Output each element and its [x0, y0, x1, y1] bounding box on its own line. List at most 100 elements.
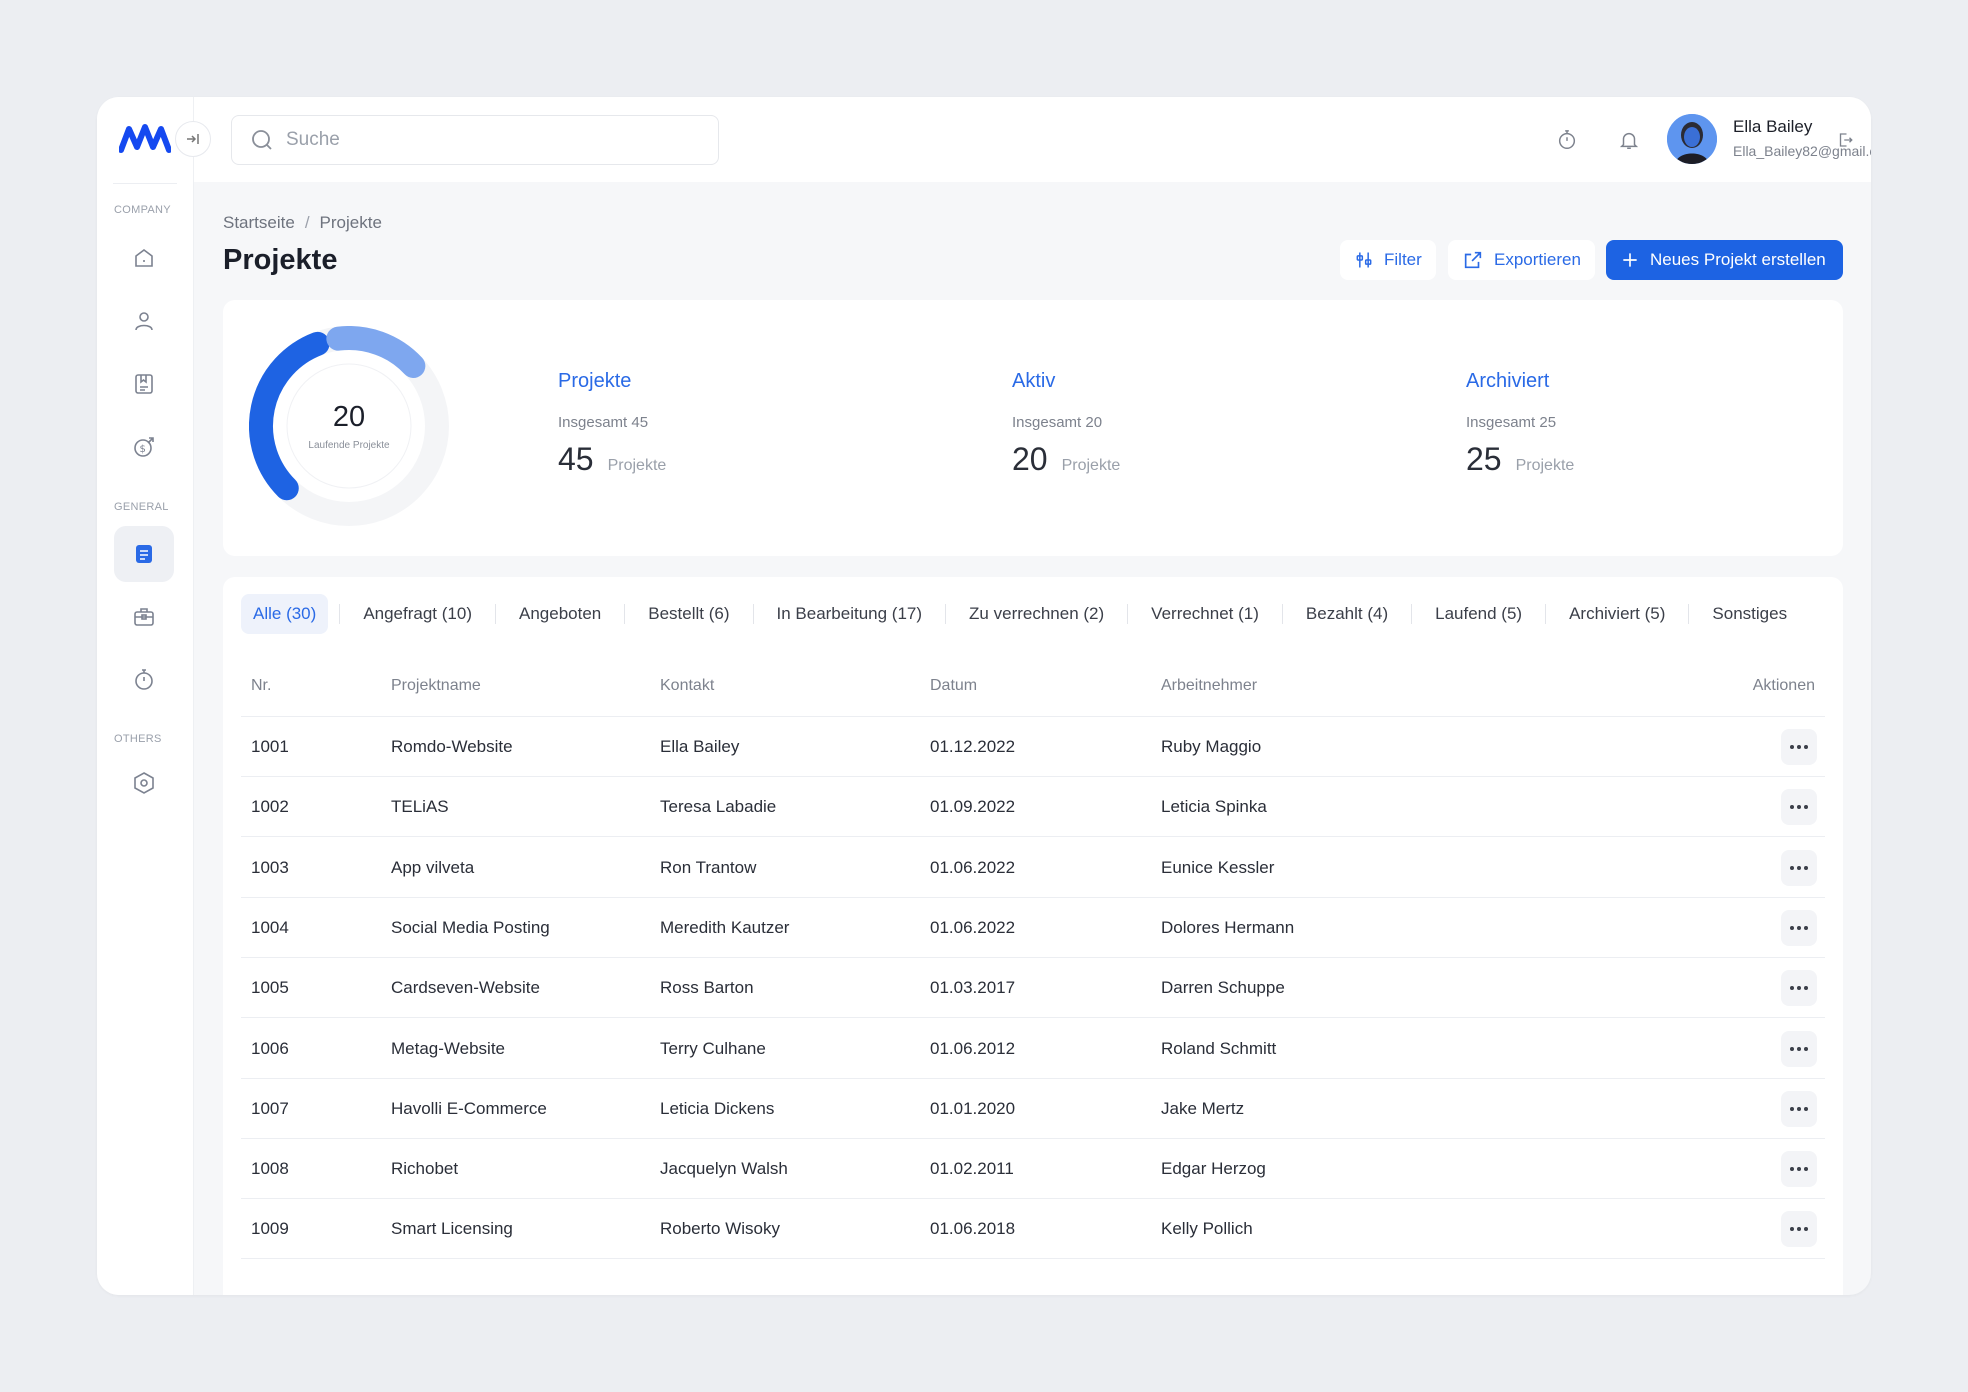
table-row[interactable]: 1002 TELiAS Teresa Labadie 01.09.2022 Letici…	[241, 777, 1825, 838]
sidebar-item-projects[interactable]	[114, 526, 174, 582]
row-actions-button[interactable]	[1781, 729, 1817, 765]
column-header-actions: Aktionen	[1752, 677, 1815, 694]
column-header-nr[interactable]: Nr.	[251, 677, 272, 694]
column-header-employee[interactable]: Arbeitnehmer	[1161, 677, 1258, 694]
column-header-contact[interactable]: Kontakt	[660, 677, 715, 694]
donut-chart	[249, 326, 449, 526]
cell-date: 01.09.2022	[930, 797, 1016, 817]
table-row[interactable]: 1007 Havolli E-Commerce Leticia Dickens 01.…	[241, 1079, 1825, 1139]
stat-title[interactable]: Aktiv	[1012, 370, 1056, 392]
tab-all[interactable]: Alle (30)	[241, 594, 329, 634]
tab-separator	[752, 604, 754, 624]
timer-button[interactable]	[1552, 125, 1582, 155]
sidebar-section-general: GENERAL	[114, 501, 169, 513]
stat-title[interactable]: Archiviert	[1466, 370, 1550, 392]
row-actions-button[interactable]	[1781, 1090, 1817, 1127]
cell-project-name: Metag-Website	[391, 1038, 506, 1058]
sidebar-item-jobs[interactable]	[114, 589, 174, 645]
stat-subtitle: Insgesamt 20	[1012, 414, 1103, 431]
tab-status[interactable]: Verrechnet (1)	[1151, 604, 1259, 623]
sidebar-item-home[interactable]	[114, 230, 174, 286]
new-project-button[interactable]: Neues Projekt erstellen	[1606, 240, 1843, 280]
table-row[interactable]: 1001 Romdo-Website Ella Bailey 01.12.2022 Ru…	[241, 717, 1825, 777]
tab-status[interactable]: Sonstiges	[1712, 604, 1788, 623]
filter-button[interactable]: Filter	[1340, 240, 1436, 280]
collapse-sidebar-button[interactable]	[175, 121, 211, 157]
stat-unit: Projekte	[1515, 457, 1575, 474]
cell-employee: Kelly Pollich	[1161, 1219, 1253, 1239]
donut-arc-running	[249, 331, 330, 501]
row-actions-button[interactable]	[1781, 1211, 1817, 1248]
status-tabs: Alle (30) Angefragt (10) Angeboten Bestellt…	[241, 593, 1825, 635]
cell-date: 01.01.2020	[930, 1098, 1016, 1118]
row-actions-button[interactable]	[1781, 849, 1817, 886]
stat-value: 45	[558, 441, 594, 477]
sidebar-item-time[interactable]	[114, 652, 174, 708]
cell-nr: 1006	[251, 1038, 289, 1058]
cell-nr: 1009	[251, 1219, 289, 1239]
cell-project-name: Havolli E-Commerce	[391, 1098, 547, 1118]
table-row[interactable]: 1006 Metag-Website Terry Culhane 01.06.2012…	[241, 1019, 1825, 1079]
sidebar-item-finance[interactable]: $	[114, 419, 174, 475]
tab-status[interactable]: Angefragt (10)	[363, 604, 472, 623]
logout-icon	[1839, 133, 1853, 147]
bookmark-icon	[135, 374, 153, 394]
row-actions-button[interactable]	[1781, 1151, 1817, 1188]
user-email: Ella_Bailey82@gmail.com	[1733, 143, 1871, 159]
cell-contact: Roberto Wisoky	[660, 1219, 780, 1239]
row-actions-button[interactable]	[1781, 970, 1817, 1007]
table-row[interactable]: 1008 Richobet Jacquelyn Walsh 01.02.2011 Edg…	[241, 1139, 1825, 1200]
avatar[interactable]	[1667, 114, 1717, 164]
logout-button[interactable]	[1830, 125, 1860, 155]
cell-date: 01.06.2022	[930, 857, 1016, 877]
cell-nr: 1007	[251, 1098, 289, 1118]
tab-status[interactable]: Bezahlt (4)	[1305, 604, 1389, 623]
table-header: Nr. Projektname Kontakt Datum Arbeitnehm…	[241, 655, 1825, 717]
stat-subtitle: Insgesamt 25	[1466, 414, 1557, 431]
logo	[119, 124, 171, 153]
sidebar-item-settings[interactable]	[114, 755, 174, 811]
tab-status[interactable]: In Bearbeitung (17)	[776, 604, 923, 623]
sidebar-item-contacts[interactable]	[114, 293, 174, 349]
column-header-project-name[interactable]: Projektname	[391, 677, 481, 694]
tab-separator	[945, 604, 947, 624]
new-project-label: Neues Projekt erstellen	[1650, 250, 1826, 269]
tab-separator	[1545, 604, 1547, 624]
sidebar: COMPANY $ GENERAL OTHERS	[97, 97, 194, 1295]
cell-project-name: Romdo-Website	[391, 737, 513, 756]
sidebar-section-others: OTHERS	[114, 733, 162, 745]
tab-status[interactable]: Zu verrechnen (2)	[969, 604, 1105, 623]
user-icon	[135, 312, 153, 331]
topbar: Suche Ella Bailey Ella_Bailey82@gmail.co…	[194, 97, 1871, 182]
row-actions-button[interactable]	[1781, 909, 1817, 946]
stat-title[interactable]: Projekte	[558, 370, 632, 392]
tab-status[interactable]: Angeboten	[519, 604, 602, 623]
cell-project-name: Social Media Posting	[391, 917, 550, 937]
column-header-date[interactable]: Datum	[930, 677, 978, 694]
table-row[interactable]: 1003 App vilveta Ron Trantow 01.06.2022 Euni…	[241, 838, 1825, 898]
row-actions-button[interactable]	[1781, 1030, 1817, 1067]
projects-icon	[136, 545, 152, 563]
tab-separator	[495, 604, 496, 624]
collapse-icon	[187, 134, 199, 144]
export-button[interactable]: Exportieren	[1448, 240, 1595, 280]
sidebar-item-documents[interactable]	[114, 356, 174, 412]
search-input[interactable]: Suche	[231, 115, 719, 165]
cell-employee: Dolores Hermann	[1161, 917, 1295, 937]
tab-status[interactable]: Archiviert (5)	[1569, 604, 1666, 623]
donut-value: 20	[332, 401, 366, 433]
tab-status[interactable]: Bestellt (6)	[648, 604, 730, 623]
more-icon	[1790, 745, 1808, 749]
table-row[interactable]: 1005 Cardseven-Website Ross Barton 01.03.20…	[241, 958, 1825, 1019]
sidebar-section-company: COMPANY	[114, 204, 171, 216]
cell-project-name: Smart Licensing	[391, 1219, 513, 1239]
tab-separator	[1127, 604, 1129, 624]
row-actions-button[interactable]	[1781, 789, 1817, 826]
breadcrumb-home[interactable]: Startseite	[223, 213, 295, 232]
notifications-button[interactable]	[1614, 125, 1644, 155]
more-icon	[1790, 986, 1808, 991]
table-row[interactable]: 1009 Smart Licensing Roberto Wisoky 01.06.2…	[241, 1199, 1825, 1260]
tab-separator	[1688, 604, 1690, 624]
table-row[interactable]: 1004 Social Media Posting Meredith Kautzer…	[241, 898, 1825, 958]
tab-status[interactable]: Laufend (5)	[1435, 604, 1523, 623]
